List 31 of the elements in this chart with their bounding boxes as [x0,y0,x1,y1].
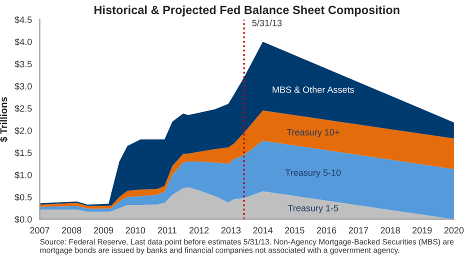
x-tick-label: 2012 [189,227,209,234]
x-tick-label: 2016 [316,227,336,234]
x-tick-label: 2013 [221,227,241,234]
series-label: Treasury 1-5 [288,205,338,214]
chart-title: Historical & Projected Fed Balance Sheet Composition [94,5,400,16]
y-tick-label: $4.0 [14,38,32,46]
y-tick-label: $0.0 [14,216,32,224]
x-tick-label: 2010 [126,227,146,234]
y-tick-label: $4.5 [14,16,32,24]
x-tick-label: 2014 [253,227,273,234]
ref-line-label: 5/31/13 [252,20,282,26]
x-tick-label: 2020 [444,227,464,234]
y-tick-label: $2.0 [14,127,32,134]
x-tick-label: 2015 [285,227,304,234]
y-tick-label: $1.5 [14,149,32,157]
y-axis-title: $ Trillions [0,97,8,142]
x-tick-label: 2019 [412,227,432,234]
x-tick-label: 2017 [348,227,368,234]
y-tick-label: $3.0 [14,82,32,90]
x-tick-label: 2007 [30,227,50,234]
y-tick-label: $2.5 [14,104,32,112]
y-tick-label: $1.0 [14,171,32,179]
x-tick-label: 2008 [62,227,82,234]
y-tick-label: $3.5 [14,60,32,68]
series-label: MBS & Other Assets [272,86,354,93]
x-tick-label: 2011 [158,227,176,234]
x-tick-label: 2009 [94,227,114,234]
series-label: Treasury 5-10 [285,169,341,178]
series-label: Treasury 10+ [286,129,340,138]
x-tick-label: 2018 [380,227,400,234]
y-tick-label: $0.5 [14,194,32,201]
